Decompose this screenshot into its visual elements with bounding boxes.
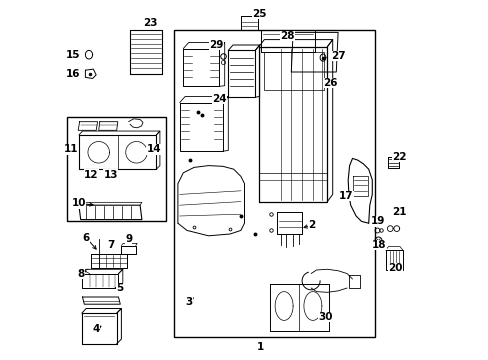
Bar [67,117,166,221]
Text: 4: 4 [92,324,100,334]
Text: 26: 26 [322,78,337,88]
Text: 24: 24 [212,94,226,104]
Text: 28: 28 [280,31,294,41]
Text: 2: 2 [308,220,315,230]
Text: 14: 14 [146,144,161,154]
Text: 10: 10 [72,198,86,208]
Text: 23: 23 [142,18,157,28]
Text: 8: 8 [77,269,84,279]
Text: 13: 13 [103,170,118,180]
Text: 6: 6 [82,233,89,243]
Text: 30: 30 [318,312,332,322]
Text: 25: 25 [252,9,266,19]
Text: 5: 5 [117,283,123,293]
Text: 15: 15 [66,50,81,60]
Text: 22: 22 [391,152,406,162]
Text: 19: 19 [370,216,384,226]
Text: 11: 11 [63,144,78,154]
Text: 21: 21 [391,207,406,217]
Text: 29: 29 [209,40,223,50]
Text: 12: 12 [84,170,99,180]
Text: 9: 9 [125,234,132,244]
Text: 18: 18 [371,240,386,250]
Text: 20: 20 [387,263,402,273]
Text: 27: 27 [331,51,346,61]
Text: 16: 16 [66,69,81,79]
Bar [174,30,374,337]
Text: 3: 3 [184,297,192,307]
Text: 1: 1 [257,342,264,352]
Text: 17: 17 [338,191,353,201]
Text: 7: 7 [107,240,114,250]
